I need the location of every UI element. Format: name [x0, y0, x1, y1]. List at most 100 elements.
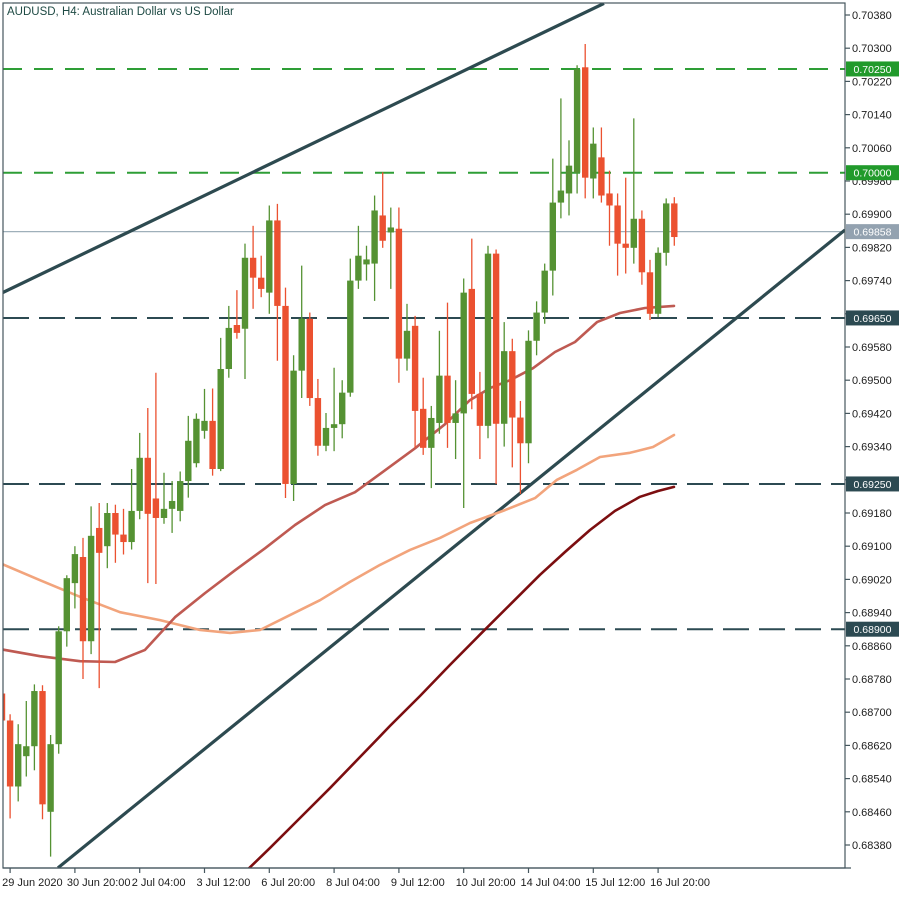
price-badge-label: 0.68900 [854, 624, 892, 636]
ma-brown [3, 304, 676, 664]
upper-trendline [3, 3, 605, 295]
time-tick-label: 8 Jul 04:00 [326, 877, 380, 889]
time-tick-label: 16 Jul 20:00 [650, 877, 710, 889]
time-tick-label: 9 Jul 12:00 [391, 877, 445, 889]
moving-averages [3, 304, 676, 868]
candle-bull [565, 165, 573, 194]
candle-bull [31, 691, 38, 747]
plot-frame [2, 2, 851, 869]
time-tick-label: 15 Jul 12:00 [585, 877, 645, 889]
candle-bear [517, 417, 524, 444]
candle-bull [460, 292, 467, 414]
price-badge [846, 310, 899, 326]
candle-bear [622, 243, 629, 248]
candle-bear [258, 277, 265, 289]
price-tick-label: 0.69500 [852, 375, 892, 387]
candle-bull [23, 746, 30, 757]
price-tick-label: 0.70060 [852, 143, 892, 155]
candle-bull [241, 257, 249, 329]
candle-bull [136, 457, 143, 511]
price-tick-label: 0.68460 [852, 807, 892, 819]
horizontal-levels [3, 67, 845, 631]
candle-bull [201, 420, 208, 431]
price-tick-label: 0.68380 [852, 840, 892, 852]
price-tick-label: 0.69580 [852, 342, 892, 354]
candle-bull [87, 535, 95, 642]
candle-bull [371, 210, 378, 264]
price-tick-label: 0.69900 [852, 209, 892, 221]
candle-bull [557, 190, 565, 203]
candle-bull [322, 427, 330, 446]
candle-bear [282, 305, 289, 484]
time-tick-label: 6 Jul 20:00 [261, 877, 315, 889]
candle-bear [638, 218, 646, 273]
price-badge-label: 0.70250 [854, 64, 892, 76]
candle-bull [177, 481, 184, 511]
price-tick-label: 0.69180 [852, 508, 892, 520]
candle-bull [549, 202, 556, 271]
candle-bull [63, 578, 70, 632]
candle-bear [39, 691, 46, 805]
price-tick-label: 0.69420 [852, 408, 892, 420]
candle-bull [630, 218, 637, 248]
candles [3, 44, 678, 857]
candle-bear [468, 288, 475, 394]
candle-bear [144, 457, 151, 514]
candle-bull [663, 203, 670, 253]
time-tick-label: 10 Jul 20:00 [456, 877, 516, 889]
time-axis[interactable]: 29 Jun 2020 30 Jun 20:00 2 Jul 04:00 3 Jul … [2, 868, 710, 889]
candle-bull [387, 227, 394, 233]
candle-bear [96, 527, 103, 553]
candle-bear [79, 556, 87, 642]
candle-bull [225, 327, 232, 369]
price-badge [846, 224, 899, 240]
candle-bull [266, 220, 273, 293]
candle-bull [15, 744, 22, 787]
price-tick-label: 0.70380 [852, 10, 892, 22]
chart-title: AUDUSD, H4: Australian Dollar vs US Doll… [7, 6, 234, 18]
candle-bull [55, 631, 62, 745]
candle-bear [3, 693, 6, 721]
candle-bull [541, 270, 548, 313]
candle-bull [501, 351, 508, 424]
price-axis-badges: 0.70250 0.70000 0.69858 0.69650 0.69250 0.689… [846, 61, 899, 637]
candle-bull [654, 252, 662, 314]
candle-bear [598, 157, 605, 196]
price-tick-label: 0.70220 [852, 76, 892, 88]
time-tick-label: 14 Jul 04:00 [521, 877, 581, 889]
candle-bear [152, 498, 160, 518]
candle-bull [403, 330, 411, 359]
candle-bull [168, 500, 176, 509]
price-tick-label: 0.69740 [852, 276, 892, 288]
candle-bull [47, 744, 54, 812]
price-badge [846, 165, 899, 181]
candle-bear [671, 203, 678, 238]
price-tick-label: 0.68620 [852, 740, 892, 752]
price-tick-label: 0.69100 [852, 541, 892, 553]
candle-bear [420, 408, 427, 448]
ma-salmon [3, 433, 676, 635]
candle-bear [606, 193, 613, 206]
price-badge-label: 0.69858 [854, 226, 892, 238]
trend-channel [3, 3, 845, 868]
ma-maroon [247, 485, 676, 868]
candle-bull [525, 340, 532, 444]
time-tick-label: 30 Jun 20:00 [67, 877, 131, 889]
candle-bear [6, 720, 14, 787]
candle-bear [509, 351, 516, 418]
candle-bull [590, 143, 597, 179]
candle-bull [452, 413, 459, 423]
candle-bull [290, 370, 297, 484]
candle-bear [492, 253, 500, 424]
price-tick-label: 0.68700 [852, 707, 892, 719]
price-badge [846, 621, 899, 637]
candle-bear [411, 325, 419, 411]
candle-bear [274, 220, 281, 306]
candle-bear [444, 375, 451, 423]
price-badge [846, 476, 899, 492]
candle-bull [484, 253, 492, 426]
price-tick-label: 0.69020 [852, 574, 892, 586]
